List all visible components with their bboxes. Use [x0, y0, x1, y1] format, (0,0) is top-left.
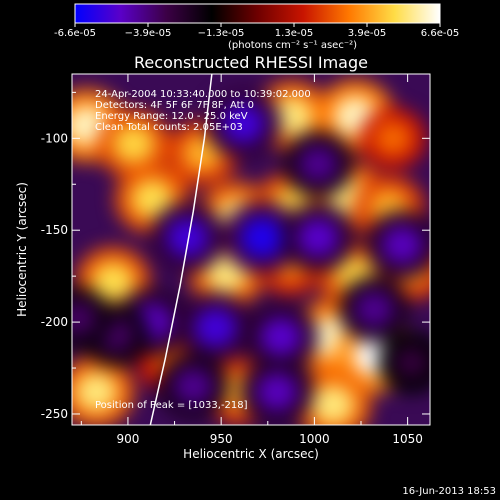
- dark-source: [392, 345, 430, 380]
- colorbar-ticks: -6.6e-05 −3.9e-05 −1.3e-05 1.3e-05 3.9e-05 6.…: [54, 23, 459, 39]
- x-axis-label: Heliocentric X (arcsec): [183, 447, 319, 461]
- colorbar: [74, 3, 441, 24]
- x-tick-label: 950: [210, 432, 233, 446]
- annotation-time-range: 24-Apr-2004 10:33:40.000 to 10:39:02.000: [95, 89, 311, 100]
- x-tick-label: 1000: [299, 432, 330, 446]
- x-tick-label: 1050: [392, 432, 423, 446]
- bright-source: [92, 262, 134, 301]
- dark-source: [222, 103, 265, 144]
- dark-source: [194, 307, 237, 348]
- dark-source: [240, 217, 284, 258]
- annotation-detectors: Detectors: 4F 5F 6F 7F 8F, Att 0: [95, 100, 254, 111]
- y-tick-label: -250: [41, 407, 68, 421]
- x-tick-label: 900: [116, 432, 139, 446]
- chart-title: Reconstructed RHESSI Image: [134, 53, 368, 72]
- colorbar-tick-label: −3.9e-05: [125, 28, 172, 39]
- dark-source: [298, 145, 338, 183]
- colorbar-tick-label: −1.3e-05: [198, 28, 245, 39]
- peak-position-label: Position of Peak = [1033,-218]: [95, 400, 248, 411]
- heatmap-image: [72, 74, 430, 425]
- y-tick-label: -200: [41, 315, 68, 329]
- dark-source: [173, 367, 214, 405]
- colorbar-tick-label: 6.6e-05: [421, 28, 459, 39]
- bright-source: [311, 385, 355, 425]
- solar-limb-curve: [149, 74, 213, 425]
- y-axis-label: Heliocentric Y (arcsec): [15, 182, 29, 317]
- plot-frame: [71, 73, 431, 426]
- dark-source: [260, 317, 302, 357]
- dark-source: [297, 218, 339, 257]
- bright-source: [374, 121, 412, 156]
- axis-ticks: 900 950 1000 1050 -100 -150 -200 -250: [41, 74, 430, 446]
- colorbar-tick-label: 1.3e-05: [275, 28, 313, 39]
- heatmap-sources: [72, 79, 430, 425]
- y-tick-label: -150: [41, 223, 68, 237]
- y-tick-label: -100: [41, 131, 68, 145]
- annotation-clean-counts: Clean Total counts: 2.05E+03: [95, 122, 243, 133]
- bright-source: [131, 179, 173, 219]
- colorbar-tick-label: 3.9e-05: [348, 28, 386, 39]
- bright-source: [270, 96, 314, 136]
- dark-source: [381, 225, 423, 264]
- dark-source: [354, 290, 394, 328]
- dark-source: [166, 217, 209, 258]
- bright-source: [75, 372, 118, 412]
- footer-timestamp: 16-Jun-2013 18:53: [402, 486, 496, 497]
- dark-source: [72, 300, 97, 337]
- colorbar-units-label: (photons cm⁻² s⁻¹ asec⁻²): [228, 40, 357, 51]
- dark-source: [256, 372, 298, 411]
- bright-source: [113, 124, 154, 163]
- annotation-energy-range: Energy Range: 12.0 - 25.0 keV: [95, 111, 248, 122]
- colorbar-tick-label: -6.6e-05: [54, 28, 96, 39]
